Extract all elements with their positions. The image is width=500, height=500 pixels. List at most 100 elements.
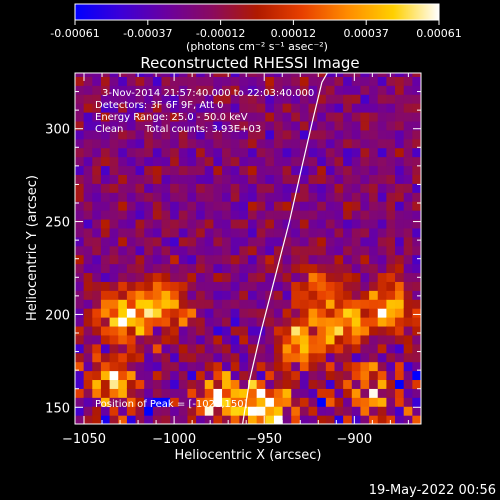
heatmap-cell	[230, 94, 240, 104]
colorbar: -0.00061 -0.00037 -0.00012 0.00012 0.00037 0.…	[50, 3, 462, 53]
heatmap-cell	[248, 227, 258, 238]
heatmap-cell	[118, 415, 128, 424]
heatmap-cell	[196, 370, 206, 381]
heatmap-cell	[395, 120, 405, 131]
heatmap-cell	[161, 272, 171, 282]
heatmap-cell	[144, 281, 154, 291]
heatmap-cell	[299, 165, 310, 175]
heatmap-cell	[256, 254, 266, 265]
heatmap-cell	[395, 379, 405, 389]
heatmap-cell	[144, 245, 154, 256]
heatmap-cell	[239, 263, 249, 274]
heatmap-cell	[299, 85, 310, 95]
heatmap-cell	[386, 94, 396, 104]
heatmap-cell	[395, 174, 405, 184]
heatmap-cell	[291, 299, 301, 309]
heatmap-cell	[325, 325, 336, 336]
heatmap-cell	[377, 415, 387, 424]
heatmap-cell	[230, 73, 240, 77]
heatmap-cell	[273, 192, 284, 202]
heatmap-cell	[325, 388, 336, 398]
heatmap-cell	[299, 103, 310, 113]
heatmap-cell	[377, 112, 387, 122]
heatmap-cell	[248, 156, 258, 167]
heatmap-cell	[308, 325, 318, 336]
heatmap-cell	[343, 85, 353, 95]
heatmap-cell	[222, 73, 232, 77]
heatmap-cell	[92, 120, 102, 131]
heatmap-cell	[204, 299, 214, 309]
heatmap-cell	[317, 85, 327, 95]
heatmap-cell	[135, 192, 145, 202]
heatmap-cell	[75, 415, 85, 424]
heatmap-cell	[230, 343, 240, 354]
heatmap-cell	[291, 174, 301, 184]
heatmap-cell	[273, 85, 284, 95]
heatmap-cell	[282, 218, 292, 229]
heatmap-cell	[369, 397, 379, 407]
heatmap-cell	[291, 308, 301, 318]
heatmap-cell	[196, 325, 206, 336]
heatmap-cell	[360, 406, 370, 416]
heatmap-cell	[325, 245, 336, 256]
heatmap-cell	[196, 263, 206, 274]
heatmap-cell	[248, 272, 258, 282]
heatmap-cell	[196, 183, 206, 193]
heatmap-cell	[213, 76, 223, 86]
heatmap-cell	[144, 112, 154, 122]
heatmap-cell	[421, 183, 430, 193]
heatmap-cell	[334, 352, 344, 363]
heatmap-cell	[334, 183, 344, 193]
heatmap-cell	[213, 227, 223, 238]
heatmap-cell	[230, 245, 240, 256]
heatmap-cell	[248, 308, 258, 318]
heatmap-cell	[178, 94, 189, 104]
heatmap-cell	[126, 263, 137, 274]
heatmap-cell	[343, 317, 353, 327]
heatmap-cell	[386, 73, 396, 77]
heatmap-cell	[377, 254, 387, 265]
heatmap-cell	[187, 201, 197, 211]
heatmap-cell	[282, 361, 292, 372]
heatmap-cell	[161, 361, 171, 372]
heatmap-cell	[222, 361, 232, 372]
annotation-total-counts: Total counts: 3.93E+03	[144, 124, 261, 135]
heatmap-cell	[100, 183, 111, 193]
heatmap-cell	[256, 73, 266, 77]
heatmap-cell	[178, 281, 189, 291]
heatmap-cell	[222, 308, 232, 318]
heatmap-cell	[317, 361, 327, 372]
annotation-peak: Position of Peak = [-1021,150]	[95, 399, 248, 410]
heatmap-cell	[291, 192, 301, 202]
heatmap-cell	[334, 299, 344, 309]
heatmap-cell	[100, 210, 111, 220]
heatmap-cell	[222, 129, 232, 140]
heatmap-cell	[144, 156, 154, 167]
heatmap-cell	[325, 112, 336, 122]
heatmap-cell	[126, 192, 137, 202]
heatmap-cell	[265, 156, 275, 167]
heatmap-cell	[204, 76, 214, 86]
heatmap-cell	[369, 272, 379, 282]
heatmap-cell	[144, 379, 154, 389]
heatmap-cell	[196, 308, 206, 318]
heatmap-cell	[196, 281, 206, 291]
heatmap-cell	[83, 174, 93, 184]
heatmap-cell	[299, 290, 310, 300]
heatmap-cell	[308, 138, 318, 149]
heatmap-cell	[334, 406, 344, 416]
heatmap-cell	[377, 325, 387, 336]
heatmap-cell	[334, 76, 344, 86]
heatmap-cell	[369, 192, 379, 202]
heatmap-cell	[92, 147, 102, 158]
heatmap-cell	[334, 156, 344, 167]
heatmap-cell	[256, 361, 266, 372]
heatmap-cell	[299, 245, 310, 256]
heatmap-cell	[412, 73, 421, 77]
heatmap-cell	[377, 263, 387, 274]
heatmap-cell	[386, 361, 396, 372]
heatmap-cell	[386, 236, 396, 247]
heatmap-cell	[334, 85, 344, 95]
heatmap-cell	[230, 379, 240, 389]
heatmap-cell	[83, 103, 93, 113]
